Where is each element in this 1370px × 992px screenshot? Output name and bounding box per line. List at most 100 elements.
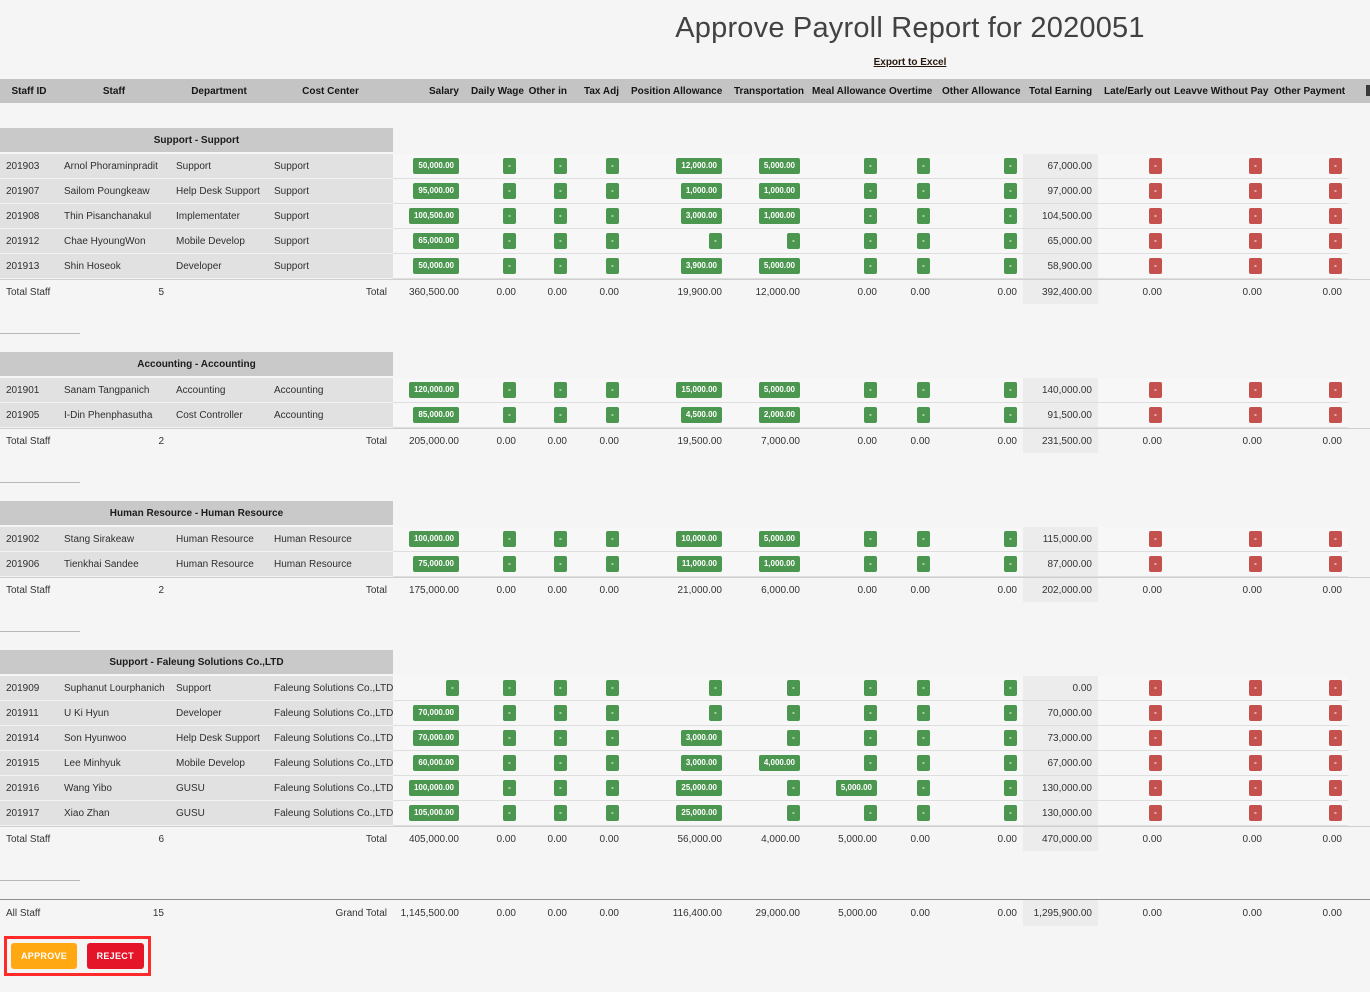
transportation-button[interactable]: - — [787, 233, 800, 249]
overtime-button[interactable]: - — [917, 531, 930, 547]
tax-adj-button[interactable]: - — [606, 407, 619, 423]
salary-button[interactable]: 100,500.00 — [408, 208, 459, 224]
other-payment-button[interactable]: - — [1329, 158, 1342, 174]
tax-adj-button[interactable]: - — [606, 233, 619, 249]
other-allowance-button[interactable]: - — [1004, 158, 1017, 174]
salary-button[interactable]: 95,000.00 — [413, 183, 459, 199]
tax-adj-button[interactable]: - — [606, 258, 619, 274]
position-allowance-button[interactable]: 3,000.00 — [680, 755, 722, 771]
other-in-button[interactable]: - — [554, 258, 567, 274]
tax-adj-button[interactable]: - — [606, 556, 619, 572]
meal-allowance-button[interactable]: 5,000.00 — [835, 780, 877, 796]
transportation-button[interactable]: 5,000.00 — [758, 382, 800, 398]
other-allowance-button[interactable]: - — [1004, 258, 1017, 274]
leavve-without-pay-button[interactable]: - — [1249, 805, 1262, 821]
other-in-button[interactable]: - — [554, 805, 567, 821]
transportation-button[interactable]: - — [787, 730, 800, 746]
other-payment-button[interactable]: - — [1329, 705, 1342, 721]
salary-button[interactable]: 70,000.00 — [413, 705, 459, 721]
tax-adj-button[interactable]: - — [606, 208, 619, 224]
transportation-button[interactable]: - — [787, 780, 800, 796]
other-in-button[interactable]: - — [554, 407, 567, 423]
other-in-button[interactable]: - — [554, 730, 567, 746]
daily-wage-button[interactable]: - — [503, 208, 516, 224]
tax-adj-button[interactable]: - — [606, 158, 619, 174]
position-allowance-button[interactable]: 12,000.00 — [676, 158, 722, 174]
late-early-out-button[interactable]: - — [1149, 556, 1162, 572]
late-early-out-button[interactable]: - — [1149, 158, 1162, 174]
daily-wage-button[interactable]: - — [503, 407, 516, 423]
meal-allowance-button[interactable]: - — [864, 208, 877, 224]
other-payment-button[interactable]: - — [1329, 730, 1342, 746]
daily-wage-button[interactable]: - — [503, 705, 516, 721]
late-early-out-button[interactable]: - — [1149, 208, 1162, 224]
other-in-button[interactable]: - — [554, 705, 567, 721]
salary-button[interactable]: 85,000.00 — [413, 407, 459, 423]
daily-wage-button[interactable]: - — [503, 730, 516, 746]
salary-button[interactable]: 50,000.00 — [413, 158, 459, 174]
salary-button[interactable]: 75,000.00 — [413, 556, 459, 572]
tax-adj-button[interactable]: - — [606, 805, 619, 821]
tax-adj-button[interactable]: - — [606, 531, 619, 547]
daily-wage-button[interactable]: - — [503, 780, 516, 796]
overtime-button[interactable]: - — [917, 755, 930, 771]
approve-button[interactable]: APPROVE — [11, 943, 78, 969]
position-allowance-button[interactable]: - — [709, 705, 722, 721]
overtime-button[interactable]: - — [917, 780, 930, 796]
daily-wage-button[interactable]: - — [503, 158, 516, 174]
other-payment-button[interactable]: - — [1329, 680, 1342, 696]
position-allowance-button[interactable]: 25,000.00 — [676, 805, 722, 821]
daily-wage-button[interactable]: - — [503, 805, 516, 821]
other-payment-button[interactable]: - — [1329, 755, 1342, 771]
other-allowance-button[interactable]: - — [1004, 805, 1017, 821]
tax-adj-button[interactable]: - — [606, 780, 619, 796]
leavve-without-pay-button[interactable]: - — [1249, 780, 1262, 796]
position-allowance-button[interactable]: 3,900.00 — [680, 258, 722, 274]
position-allowance-button[interactable]: 4,500.00 — [680, 407, 722, 423]
other-payment-button[interactable]: - — [1329, 556, 1342, 572]
leavve-without-pay-button[interactable]: - — [1249, 705, 1262, 721]
other-payment-button[interactable]: - — [1329, 805, 1342, 821]
position-allowance-button[interactable]: 25,000.00 — [676, 780, 722, 796]
transportation-button[interactable]: - — [787, 805, 800, 821]
position-allowance-button[interactable]: 15,000.00 — [676, 382, 722, 398]
salary-button[interactable]: 65,000.00 — [413, 233, 459, 249]
other-payment-button[interactable]: - — [1329, 183, 1342, 199]
salary-button[interactable]: 60,000.00 — [413, 755, 459, 771]
other-in-button[interactable]: - — [554, 755, 567, 771]
meal-allowance-button[interactable]: - — [864, 382, 877, 398]
late-early-out-button[interactable]: - — [1149, 805, 1162, 821]
meal-allowance-button[interactable]: - — [864, 407, 877, 423]
other-in-button[interactable]: - — [554, 183, 567, 199]
other-allowance-button[interactable]: - — [1004, 680, 1017, 696]
leavve-without-pay-button[interactable]: - — [1249, 407, 1262, 423]
leavve-without-pay-button[interactable]: - — [1249, 730, 1262, 746]
other-allowance-button[interactable]: - — [1004, 730, 1017, 746]
leavve-without-pay-button[interactable]: - — [1249, 208, 1262, 224]
position-allowance-button[interactable]: - — [709, 680, 722, 696]
meal-allowance-button[interactable]: - — [864, 183, 877, 199]
overtime-button[interactable]: - — [917, 158, 930, 174]
other-payment-button[interactable]: - — [1329, 382, 1342, 398]
other-in-button[interactable]: - — [554, 208, 567, 224]
position-allowance-button[interactable]: 11,000.00 — [676, 556, 722, 572]
other-allowance-button[interactable]: - — [1004, 755, 1017, 771]
other-payment-button[interactable]: - — [1329, 531, 1342, 547]
other-payment-button[interactable]: - — [1329, 258, 1342, 274]
other-in-button[interactable]: - — [554, 158, 567, 174]
salary-button[interactable]: 100,000.00 — [408, 531, 459, 547]
transportation-button[interactable]: 2,000.00 — [758, 407, 800, 423]
transportation-button[interactable]: 1,000.00 — [758, 556, 800, 572]
tax-adj-button[interactable]: - — [606, 705, 619, 721]
late-early-out-button[interactable]: - — [1149, 755, 1162, 771]
other-in-button[interactable]: - — [554, 556, 567, 572]
daily-wage-button[interactable]: - — [503, 680, 516, 696]
meal-allowance-button[interactable]: - — [864, 233, 877, 249]
leavve-without-pay-button[interactable]: - — [1249, 531, 1262, 547]
overtime-button[interactable]: - — [917, 556, 930, 572]
salary-button[interactable]: 100,000.00 — [408, 780, 459, 796]
leavve-without-pay-button[interactable]: - — [1249, 680, 1262, 696]
transportation-button[interactable]: 5,000.00 — [758, 258, 800, 274]
meal-allowance-button[interactable]: - — [864, 258, 877, 274]
daily-wage-button[interactable]: - — [503, 183, 516, 199]
